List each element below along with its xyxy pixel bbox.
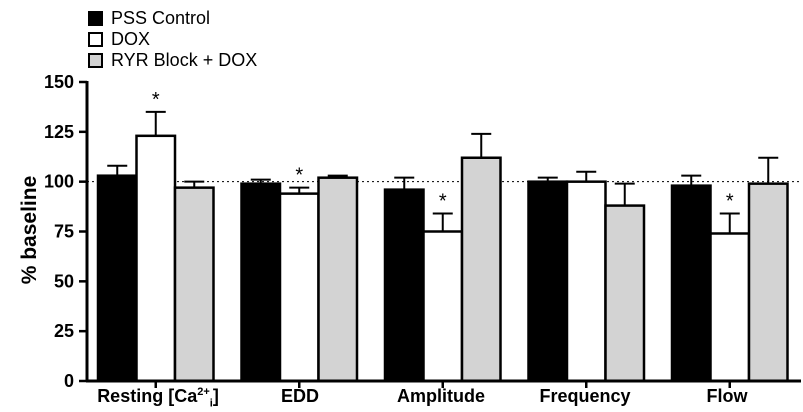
- category-label-resting-ca-sup: 2+: [197, 386, 210, 398]
- y-tick-label-25: 25: [54, 321, 74, 341]
- y-tick-label-50: 50: [54, 271, 74, 291]
- category-label-edd: EDD: [280, 386, 320, 406]
- legend-item-pss-control: PSS Control: [88, 8, 257, 29]
- significance-marker-flow: *: [726, 191, 734, 213]
- legend-swatch-pss-control: [88, 11, 103, 26]
- legend-label-pss-control: PSS Control: [111, 8, 211, 28]
- y-tick-label-75: 75: [54, 222, 74, 242]
- bar-dox-amplitude: [422, 230, 464, 383]
- category-label-flow: Flow: [706, 386, 748, 406]
- bar-pss-control-amplitude: [383, 188, 425, 383]
- bar-pss-control-flow: [670, 184, 712, 383]
- significance-marker-amplitude: *: [439, 191, 447, 213]
- category-label-frequency: Frequency: [539, 386, 631, 406]
- legend-item-ryr-block-dox: RYR Block + DOX: [88, 50, 257, 71]
- bar-ryr-block-dox-frequency: [604, 204, 646, 383]
- bar-pss-control-edd: [240, 182, 282, 383]
- significance-marker-resting-ca2-i: *: [152, 89, 160, 111]
- legend-label-dox: DOX: [111, 29, 151, 49]
- y-axis-label: % baseline: [18, 175, 41, 285]
- category-label-resting-ca-close: ]: [212, 386, 219, 406]
- bar-pss-control-frequency: [527, 180, 569, 383]
- bar-ryr-block-dox-resting-ca2-i: [173, 186, 215, 383]
- bar-dox-frequency: [565, 180, 607, 383]
- legend: PSS Control DOX RYR Block + DOX: [88, 8, 257, 71]
- category-label-resting-ca-main: Resting [Ca: [97, 386, 198, 406]
- bar-pss-control-resting-ca2-i: [96, 174, 138, 383]
- category-label-resting-ca: Resting [Ca2+i]: [97, 386, 219, 410]
- bar-ryr-block-dox-amplitude: [460, 156, 502, 383]
- y-tick-label-150: 150: [44, 72, 74, 92]
- y-tick-label-0: 0: [64, 371, 74, 391]
- category-label-amplitude: Amplitude: [397, 386, 485, 406]
- bar-ryr-block-dox-flow: [747, 182, 789, 383]
- y-tick-label-125: 125: [44, 122, 74, 142]
- significance-marker-edd: *: [295, 165, 303, 187]
- bar-dox-edd: [278, 192, 320, 383]
- y-tick-label-100: 100: [44, 172, 74, 192]
- legend-item-dox: DOX: [88, 29, 257, 50]
- legend-swatch-ryr-block-dox: [88, 53, 103, 68]
- bar-dox-resting-ca2-i: [135, 134, 177, 383]
- legend-label-ryr-block-dox: RYR Block + DOX: [111, 50, 258, 70]
- bar-dox-flow: [709, 232, 751, 383]
- legend-swatch-dox: [88, 32, 103, 47]
- category-label-resting-ca-sub: i: [209, 397, 213, 410]
- bar-ryr-block-dox-edd: [317, 176, 359, 383]
